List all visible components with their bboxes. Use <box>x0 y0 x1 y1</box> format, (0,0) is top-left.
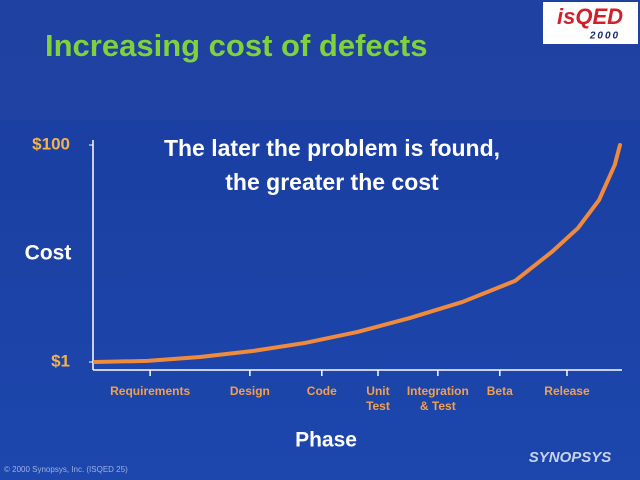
x-tick-label-line: Test <box>366 399 390 413</box>
x-tick-label-line: Unit <box>366 384 389 398</box>
x-tick-label-line: & Test <box>420 399 456 413</box>
y-axis-label: Cost <box>25 242 72 265</box>
header-band <box>0 0 640 120</box>
x-tick-label: Code <box>307 384 337 398</box>
y-tick-label: $1 <box>51 351 70 370</box>
cost-curve <box>93 143 622 364</box>
x-tick-label: Integration & Test <box>407 384 469 413</box>
x-tick-label: Design <box>230 384 270 398</box>
annotation: the greater the cost <box>225 169 439 195</box>
footer: © 2000 Synopsys, Inc. (ISQED 25) <box>4 465 128 474</box>
slide-title: Increasing cost of defects <box>45 28 427 63</box>
x-tick-label: Release <box>544 384 590 398</box>
logo-year: 2000 <box>589 31 620 42</box>
x-tick-label: Requirements <box>110 384 190 398</box>
logo: isQED <box>557 4 623 29</box>
x-axis-label: Phase <box>295 429 357 452</box>
x-tick-label: Unit Test <box>366 384 390 413</box>
annotation: The later the problem is found, <box>164 135 500 161</box>
x-tick-label-line: Integration <box>407 384 469 398</box>
y-tick-label: $100 <box>32 134 70 153</box>
x-tick-label: Beta <box>487 384 513 398</box>
logo-box <box>543 2 638 44</box>
brand: SYNOPSYS <box>529 449 612 466</box>
